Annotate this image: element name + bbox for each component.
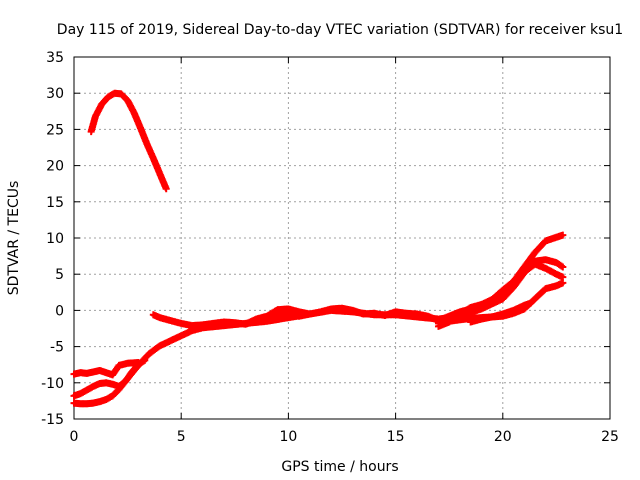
y-axis-label: SDTVAR / TECUs	[6, 181, 22, 296]
y-tick-label: 5	[55, 267, 64, 283]
x-tick-label: 25	[601, 429, 619, 445]
data-point	[559, 231, 567, 239]
x-tick-label: 10	[279, 429, 297, 445]
y-tick-label: -5	[50, 340, 64, 356]
x-tick-label: 20	[494, 429, 512, 445]
y-tick-label: -15	[41, 412, 64, 428]
series-arc-b	[70, 356, 149, 400]
chart-title: Day 115 of 2019, Sidereal Day-to-day VTE…	[57, 22, 623, 38]
data-points	[70, 89, 567, 408]
gridlines	[74, 57, 610, 419]
data-point	[162, 185, 170, 193]
data-point	[559, 279, 567, 287]
series-arc-d	[149, 260, 567, 330]
y-tick-label: 15	[46, 195, 64, 211]
data-point	[306, 310, 314, 318]
series-arc-g	[242, 305, 314, 328]
tick-labels: 0 5 10 15 20 25 -15 -10 -5 0 5 10 15 20 25 30 35	[41, 50, 619, 445]
y-tick-label: 20	[46, 159, 64, 175]
y-tick-label: 30	[46, 86, 64, 102]
series-arc-h	[467, 299, 535, 326]
data-point	[527, 299, 535, 307]
series-arc-early-high	[87, 89, 170, 193]
y-tick-label: 0	[55, 303, 64, 319]
y-tick-label: 10	[46, 231, 64, 247]
y-tick-label: -10	[41, 376, 64, 392]
x-axis-label: GPS time / hours	[281, 459, 398, 475]
data-point	[559, 263, 567, 271]
data-point	[141, 356, 149, 364]
x-tick-label: 15	[387, 429, 405, 445]
data-point	[134, 359, 142, 367]
x-tick-label: 5	[177, 429, 186, 445]
y-tick-label: 35	[46, 50, 64, 66]
series-arc-a	[70, 256, 567, 408]
series-arc-c	[70, 359, 142, 379]
ticks	[73, 56, 611, 420]
x-tick-label: 0	[70, 429, 79, 445]
y-tick-label: 25	[46, 122, 64, 138]
